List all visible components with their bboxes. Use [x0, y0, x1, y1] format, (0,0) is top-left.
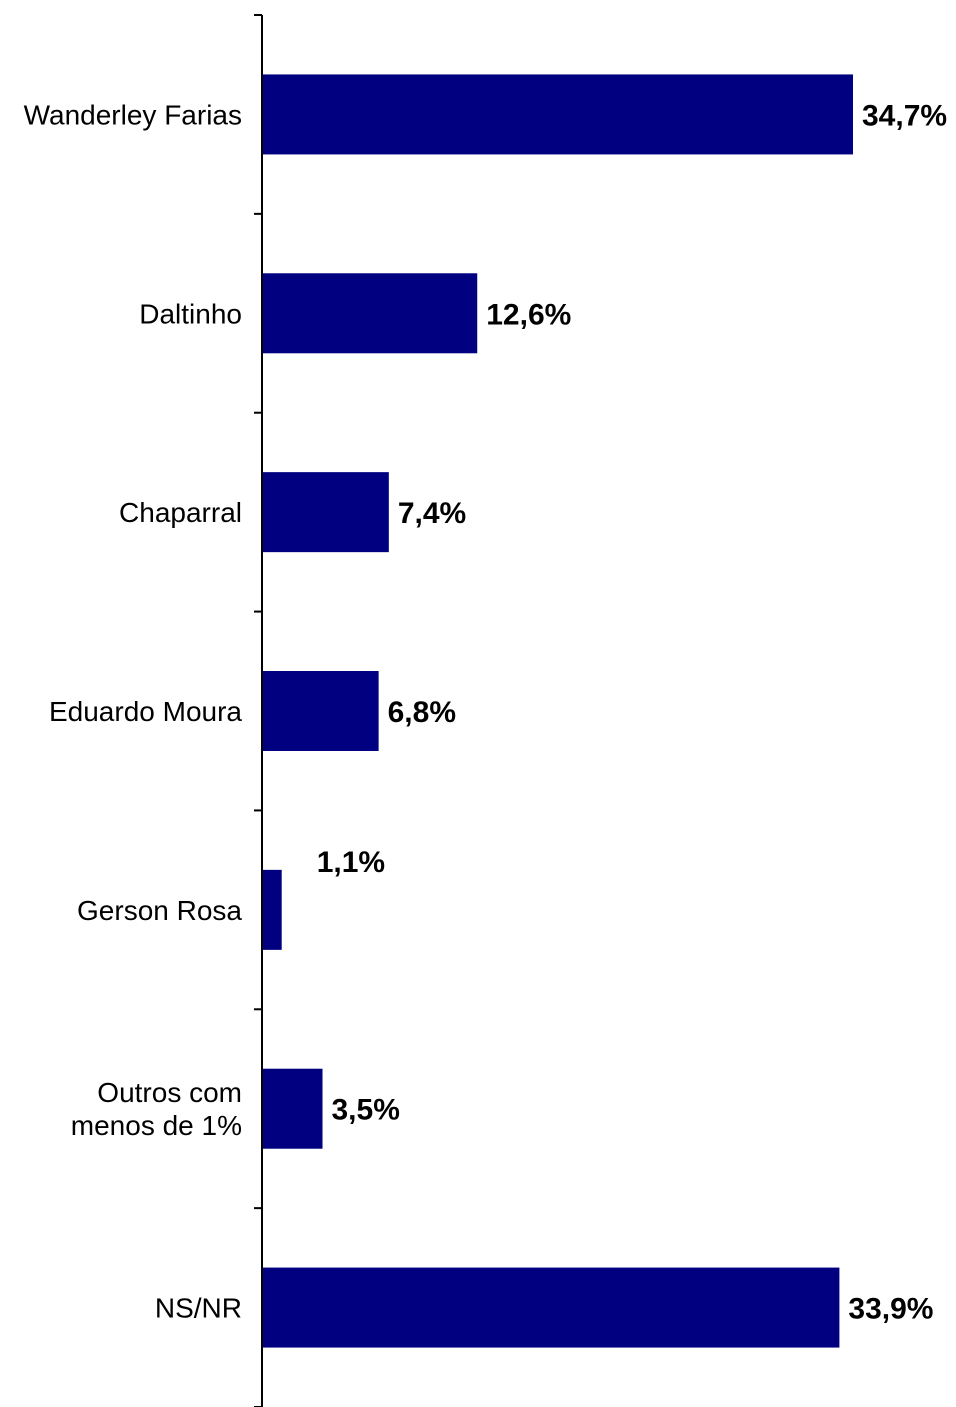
value-labels: 34,7% 12,6% 7,4% 6,8% 1,1% 3,5% 33,9%	[317, 99, 947, 1325]
bar-group	[263, 74, 853, 1348]
bar	[263, 74, 853, 155]
value-label: 3,5%	[332, 1094, 400, 1127]
axis-ticks	[254, 14, 262, 1407]
bar	[263, 273, 478, 354]
category-label: Gerson Rosa	[77, 895, 242, 926]
value-label: 1,1%	[317, 846, 385, 879]
value-label: 34,7%	[862, 99, 947, 132]
category-label: Eduardo Moura	[49, 696, 242, 727]
bar	[263, 472, 389, 553]
value-label: 12,6%	[486, 298, 571, 331]
bar	[263, 1068, 323, 1149]
category-label: Wanderley Farias	[24, 99, 242, 130]
value-label: 6,8%	[388, 696, 456, 729]
category-labels: Wanderley Farias Daltinho Chaparral Eduardo…	[24, 99, 243, 1323]
bar	[263, 1267, 840, 1348]
category-label: Chaparral	[119, 497, 242, 528]
bar	[263, 869, 282, 950]
category-label: Daltinho	[139, 298, 242, 329]
category-label: NS/NR	[155, 1293, 242, 1324]
bar	[263, 671, 379, 751]
value-label: 7,4%	[398, 497, 466, 530]
category-label: Outros com menos de 1%	[71, 1077, 242, 1141]
value-label: 33,9%	[848, 1293, 933, 1326]
